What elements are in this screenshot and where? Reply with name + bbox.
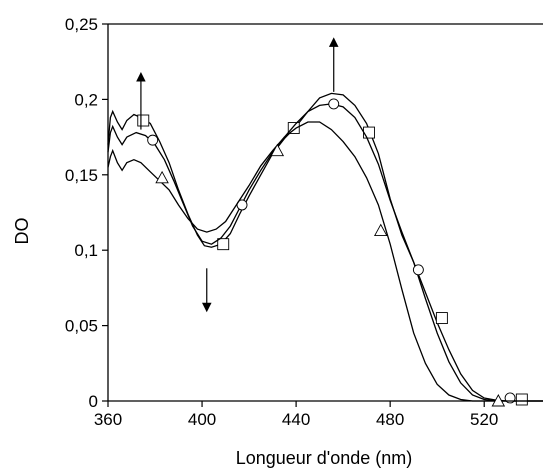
y-ticks: 0 0,05 0,1 0,15 0,2 0,25: [65, 15, 108, 411]
data-point-square: [515, 393, 528, 406]
data-point-triangle: [373, 223, 388, 237]
series-line-triangle: [107, 121, 543, 402]
y-tick-label: 0,15: [65, 166, 98, 185]
data-point-circle: [147, 134, 159, 146]
y-tick-label: 0,25: [65, 15, 98, 34]
x-axis-label: Longueur d'onde (nm): [236, 448, 413, 468]
series-line-circle: [107, 103, 543, 402]
y-axis-label: DO: [12, 218, 32, 245]
x-tick-label: 360: [94, 410, 122, 429]
series-layer: [107, 92, 543, 407]
series-square: [107, 92, 543, 406]
series-triangle: [107, 121, 543, 407]
x-tick-label: 480: [376, 410, 404, 429]
series-circle: [107, 98, 543, 404]
series-line-square: [107, 92, 543, 402]
y-tick-label: 0: [89, 392, 98, 411]
y-tick-label: 0,2: [74, 90, 98, 109]
data-point-circle: [328, 98, 340, 110]
data-point-triangle: [491, 394, 506, 407]
data-point-square: [287, 122, 300, 135]
data-point-square: [435, 312, 448, 325]
data-point-circle: [412, 264, 424, 276]
y-tick-label: 0,1: [74, 241, 98, 260]
data-point-triangle: [270, 143, 285, 157]
x-tick-label: 440: [282, 410, 310, 429]
data-point-square: [217, 238, 230, 251]
data-point-triangle: [155, 170, 169, 184]
data-point-square: [137, 114, 150, 127]
y-tick-label: 0,05: [65, 317, 98, 336]
plot-frame: [107, 23, 543, 402]
data-point-square: [363, 126, 375, 139]
x-tick-label: 520: [470, 410, 498, 429]
x-tick-label: 400: [188, 410, 216, 429]
x-ticks: 360 400 440 480 520: [94, 401, 498, 429]
annotation-layer: [136, 37, 339, 313]
